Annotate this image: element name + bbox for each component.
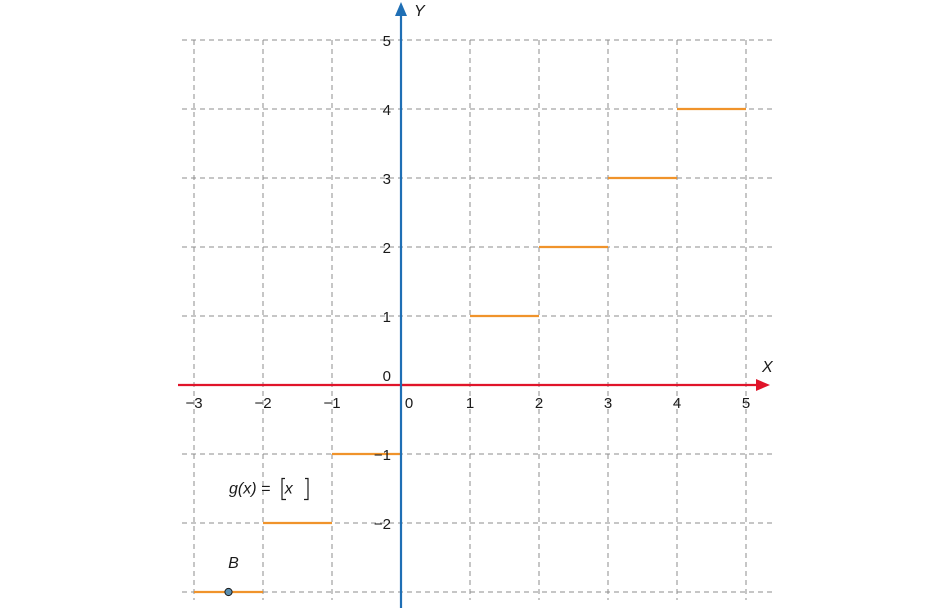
x-tick-label: 5: [742, 395, 750, 412]
y-tick-label: −2: [374, 516, 391, 533]
point-marker: [224, 587, 233, 597]
points: B: [224, 555, 239, 597]
point-label: B: [228, 555, 239, 572]
x-tick-label: 0: [405, 395, 413, 412]
y-axis-arrow: [395, 2, 407, 16]
floor-bracket-right: [304, 477, 309, 501]
y-axis-label: Y: [414, 3, 426, 20]
y-tick-label: 2: [383, 240, 391, 257]
y-tick-label: 5: [383, 33, 391, 50]
y-tick-label: −1: [374, 447, 391, 464]
x-tick-label: −3: [185, 395, 202, 412]
y-tick-label: 0: [383, 368, 391, 385]
tick-labels: X Y −3 −2 −1 0 1 2 3 4 5 5 4 3 2 1 0 −1 −2: [185, 3, 774, 533]
x-tick-label: −2: [254, 395, 271, 412]
y-tick-label: 4: [383, 102, 391, 119]
floor-bracket-left: [281, 477, 286, 501]
y-tick-label: 1: [383, 309, 391, 326]
annotations: g(x) = x: [229, 477, 309, 501]
function-argument: x: [284, 481, 294, 498]
x-tick-label: 1: [466, 395, 474, 412]
function-label: g(x) = x: [229, 481, 294, 498]
function-prefix: g(x) =: [229, 481, 275, 498]
x-tick-label: −1: [323, 395, 340, 412]
x-tick-label: 4: [673, 395, 681, 412]
x-tick-label: 2: [535, 395, 543, 412]
grid: [182, 39, 772, 600]
x-tick-label: 3: [604, 395, 612, 412]
x-axis-arrow: [756, 379, 770, 391]
y-tick-label: 3: [383, 171, 391, 188]
x-axis-label: X: [761, 359, 774, 376]
axes: [178, 2, 770, 608]
